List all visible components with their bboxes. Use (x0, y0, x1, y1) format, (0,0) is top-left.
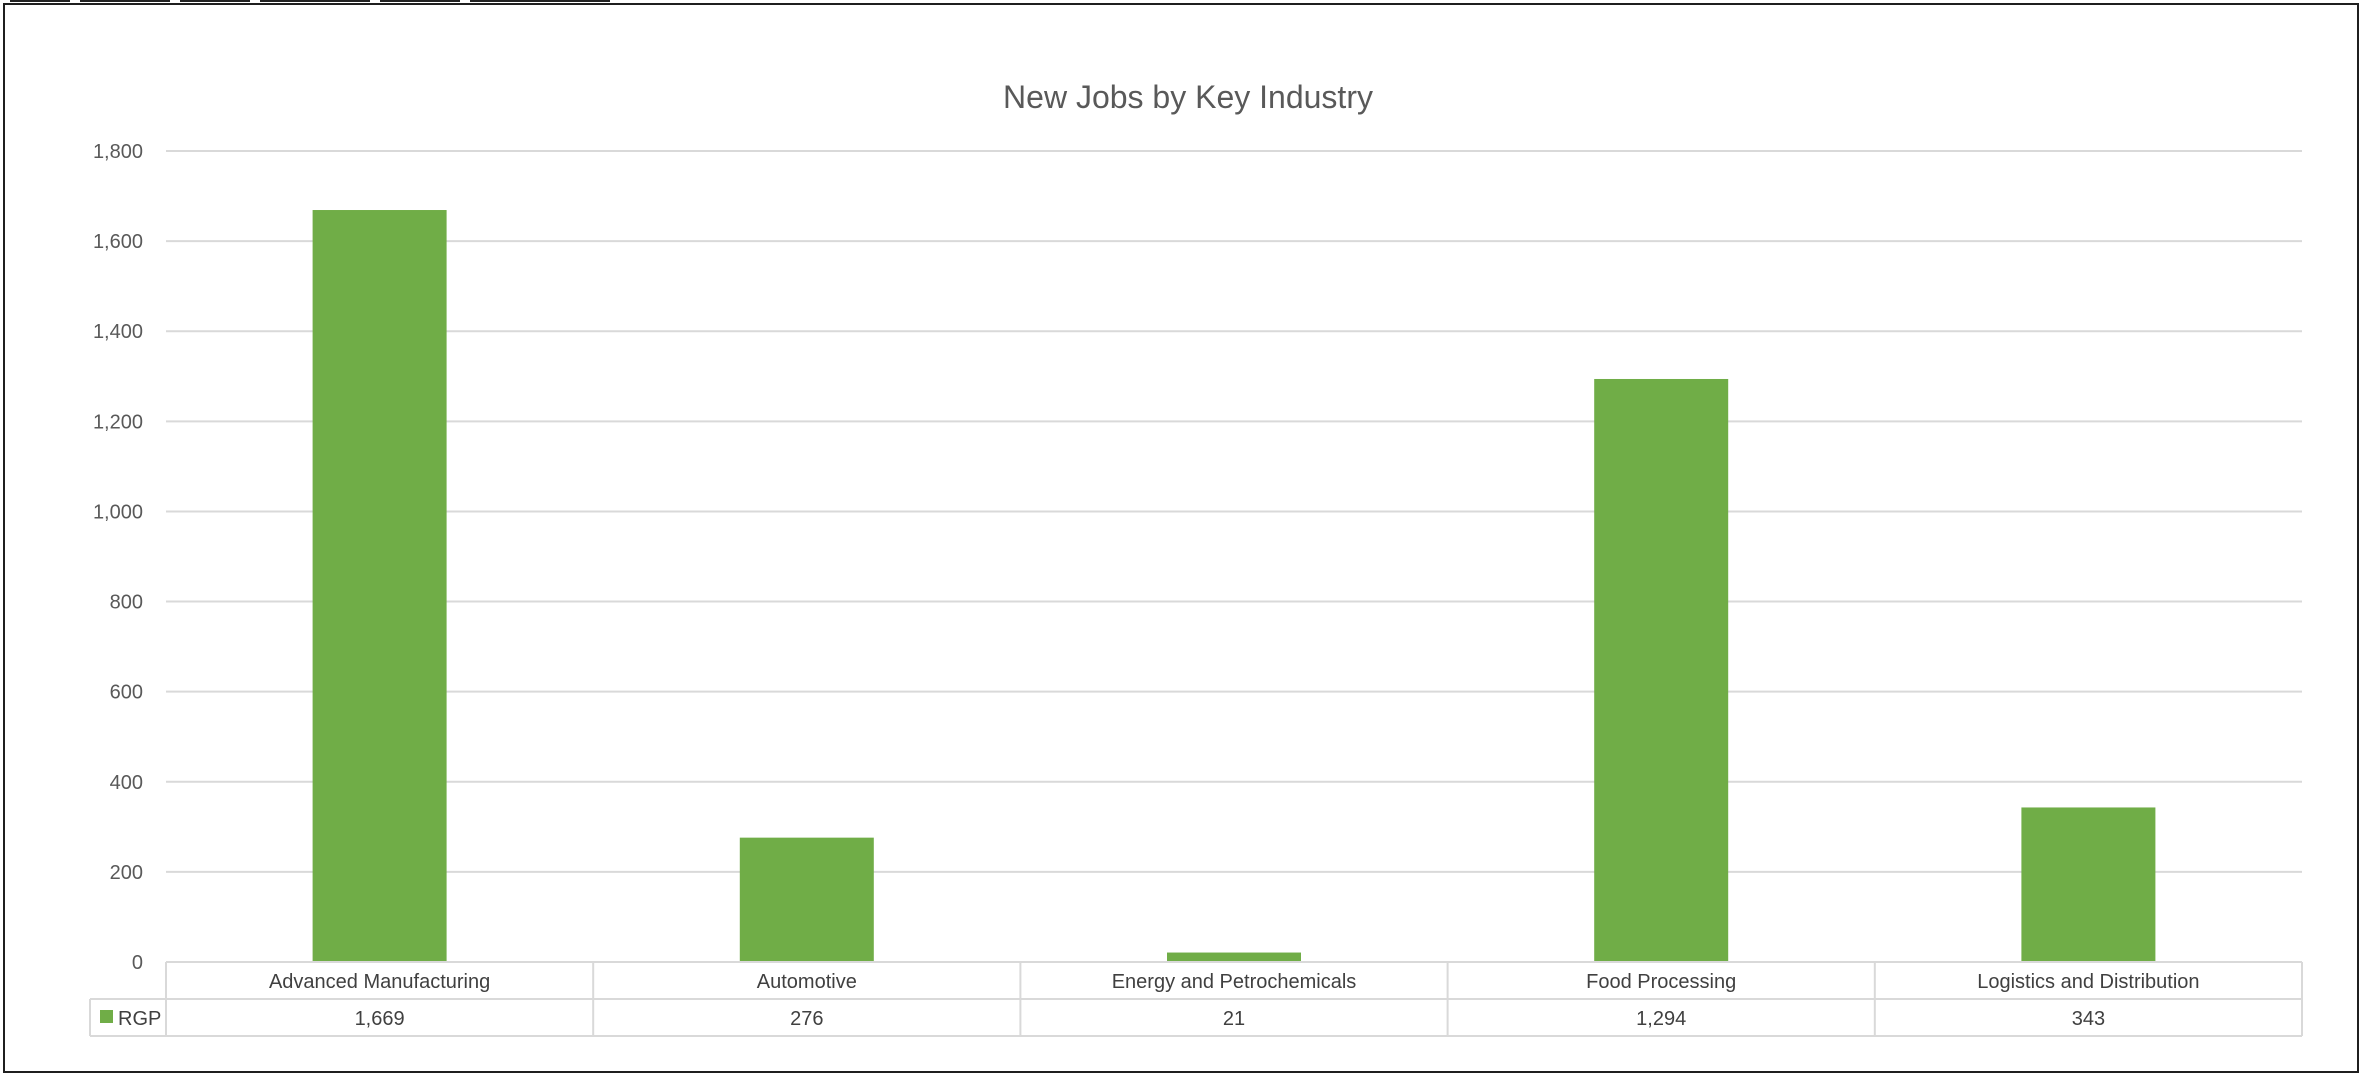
bars (312, 210, 2156, 963)
y-tick-label: 400 (110, 772, 143, 794)
clipped-header-text (0, 0, 680, 4)
y-tick-label: 1,200 (93, 411, 143, 433)
data-table-value: 1,669 (355, 1008, 405, 1030)
bar (739, 837, 874, 962)
data-table-value: 21 (1223, 1008, 1245, 1030)
category-label: Logistics and Distribution (1977, 971, 2199, 993)
y-tick-label: 200 (110, 862, 143, 884)
bar (2021, 807, 2156, 962)
bar (1167, 952, 1301, 962)
gridlines (166, 150, 2302, 873)
bar (1594, 378, 1729, 963)
data-table-value: 276 (790, 1008, 823, 1030)
y-axis-ticks: 0 200 400 600 800 1,000 1,200 1,400 1,600 1,800 (93, 141, 143, 974)
bar (312, 210, 447, 963)
category-label: Advanced Manufacturing (269, 971, 490, 993)
y-tick-label: 800 (110, 592, 143, 614)
y-tick-label: 1,800 (93, 141, 143, 163)
y-tick-label: 1,400 (93, 321, 143, 343)
y-tick-label: 600 (110, 682, 143, 704)
y-tick-label: 0 (132, 952, 143, 974)
legend-label: RGP (118, 1008, 161, 1030)
legend-swatch (100, 1010, 113, 1023)
category-label: Food Processing (1586, 971, 1736, 993)
data-table-value: 1,294 (1636, 1008, 1686, 1030)
y-tick-label: 1,600 (93, 231, 143, 253)
data-table: Advanced Manufacturing 1,669 Automotive 276… (89, 961, 2303, 1037)
chart-title: New Jobs by Key Industry (1003, 79, 1373, 115)
data-table-value: 343 (2072, 1008, 2105, 1030)
category-label: Automotive (757, 971, 857, 993)
y-tick-label: 1,000 (93, 501, 143, 523)
category-label: Energy and Petrochemicals (1112, 971, 1357, 993)
